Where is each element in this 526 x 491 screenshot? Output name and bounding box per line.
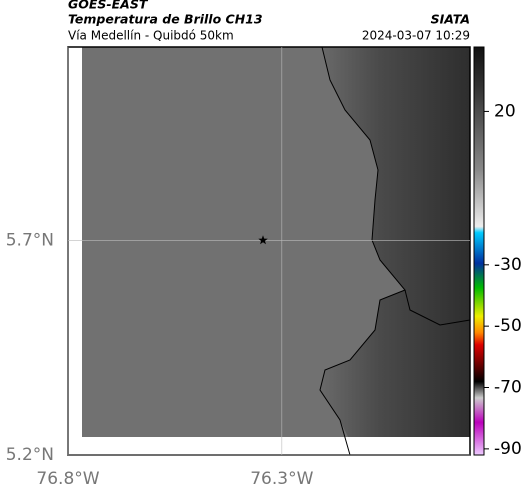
y-tick-label: 5.2°N xyxy=(6,445,54,465)
product: GOES-EAST xyxy=(68,0,149,12)
imagery-mountains xyxy=(320,47,470,437)
x-tick-label: 76.8°W xyxy=(36,469,99,489)
border xyxy=(404,289,471,326)
timestamp: 2024-03-07 10:29 xyxy=(362,29,470,43)
colorbar xyxy=(473,46,485,456)
colorbar-tick-label: 20 xyxy=(494,101,516,121)
y-tick-label: 5.7°N xyxy=(6,230,54,250)
location-marker xyxy=(258,235,268,245)
subtitle: Vía Medellín - Quibdó 50km xyxy=(68,29,234,43)
agency: SIATA xyxy=(431,12,470,27)
title: Temperatura de Brillo CH13 xyxy=(68,12,263,27)
coastline xyxy=(319,46,406,456)
colorbar-tick-label: -50 xyxy=(494,316,522,336)
colorbar-tick-label: -70 xyxy=(494,378,522,398)
x-tick-label: 76.3°W xyxy=(250,469,313,489)
colorbar-tick-label: -90 xyxy=(494,439,522,459)
colorbar-tick-label: -30 xyxy=(494,255,522,275)
